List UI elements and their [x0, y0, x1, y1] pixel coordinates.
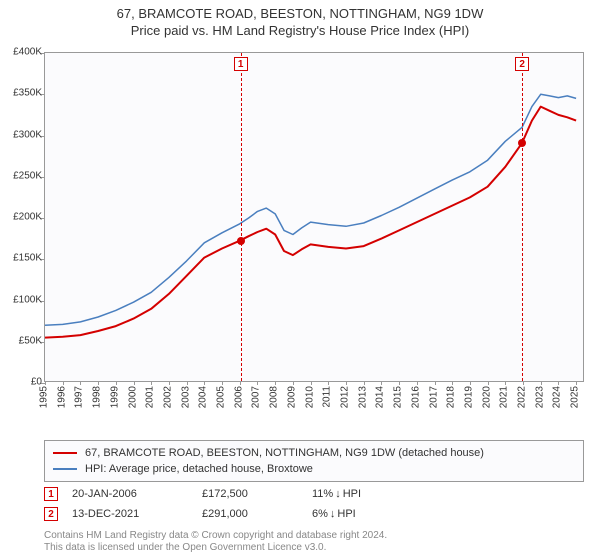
sale-dot-2: [518, 139, 526, 147]
sale-diff-pct-2: 6%: [312, 508, 328, 520]
x-axis-label: 2011: [322, 386, 333, 408]
y-axis-label: £250K: [13, 170, 42, 181]
chart-area: 12 £0£50K£100K£150K£200K£250K£300K£350K£…: [44, 52, 584, 406]
x-axis-label: 2024: [552, 386, 563, 408]
x-axis-label: 2007: [251, 386, 262, 408]
sale-date-2: 13-DEC-2021: [72, 508, 202, 520]
x-axis-label: 1996: [56, 386, 67, 408]
sales-table: 1 20-JAN-2006 £172,500 11% ↓ HPI 2 13-DE…: [44, 484, 584, 524]
x-axis-label: 2010: [304, 386, 315, 408]
sale-marker-2: 2: [44, 507, 58, 521]
legend-item-hpi: HPI: Average price, detached house, Brox…: [53, 461, 575, 477]
y-axis-label: £200K: [13, 212, 42, 223]
sale-marker-2-num: 2: [48, 509, 54, 520]
down-arrow-icon: ↓: [335, 488, 341, 500]
legend-item-property: 67, BRAMCOTE ROAD, BEESTON, NOTTINGHAM, …: [53, 445, 575, 461]
x-axis-label: 2023: [534, 386, 545, 408]
sale-date-1: 20-JAN-2006: [72, 488, 202, 500]
x-axis-label: 2022: [517, 386, 528, 408]
y-axis-label: £400K: [13, 47, 42, 58]
x-axis-label: 2019: [463, 386, 474, 408]
sale-diff-pct-1: 11%: [312, 488, 333, 500]
sale-dot-1: [237, 237, 245, 245]
legend-swatch-property: [53, 452, 77, 454]
x-axis-label: 1998: [92, 386, 103, 408]
x-axis-label: 2001: [145, 386, 156, 408]
y-axis-label: £100K: [13, 294, 42, 305]
sale-row-1: 1 20-JAN-2006 £172,500 11% ↓ HPI: [44, 484, 584, 504]
plot-region: 12: [44, 52, 584, 382]
x-axis-label: 2025: [570, 386, 581, 408]
sale-row-2: 2 13-DEC-2021 £291,000 6% ↓ HPI: [44, 504, 584, 524]
x-axis-label: 2013: [357, 386, 368, 408]
series-hpi: [45, 94, 576, 325]
x-axis-label: 2020: [481, 386, 492, 408]
y-axis-label: £300K: [13, 129, 42, 140]
legend-label-hpi: HPI: Average price, detached house, Brox…: [85, 463, 313, 475]
legend-label-property: 67, BRAMCOTE ROAD, BEESTON, NOTTINGHAM, …: [85, 447, 484, 459]
chart-svg: [45, 53, 585, 383]
y-axis-label: £150K: [13, 253, 42, 264]
title-block: 67, BRAMCOTE ROAD, BEESTON, NOTTINGHAM, …: [0, 0, 600, 38]
x-axis-label: 2012: [339, 386, 350, 408]
y-axis-label: £350K: [13, 88, 42, 99]
sale-diff-ref-2: HPI: [337, 508, 355, 520]
footer: Contains HM Land Registry data © Crown c…: [44, 530, 387, 554]
title-address: 67, BRAMCOTE ROAD, BEESTON, NOTTINGHAM, …: [0, 6, 600, 21]
sale-diff-2: 6% ↓ HPI: [312, 508, 402, 520]
x-axis-label: 2018: [446, 386, 457, 408]
sale-price-1: £172,500: [202, 488, 312, 500]
x-axis-label: 2021: [499, 386, 510, 408]
x-axis-label: 2003: [180, 386, 191, 408]
y-axis-label: £50K: [19, 335, 42, 346]
chart-sale-marker-1: 1: [234, 57, 248, 71]
x-axis-label: 1997: [74, 386, 85, 408]
sale-diff-ref-1: HPI: [343, 488, 361, 500]
footer-line2: This data is licensed under the Open Gov…: [44, 542, 387, 554]
x-axis-label: 2004: [198, 386, 209, 408]
sale-price-2: £291,000: [202, 508, 312, 520]
x-axis-label: 2015: [393, 386, 404, 408]
sale-diff-1: 11% ↓ HPI: [312, 488, 402, 500]
sale-marker-1-num: 1: [48, 489, 54, 500]
x-axis-label: 2000: [127, 386, 138, 408]
x-axis-label: 2002: [162, 386, 173, 408]
x-axis-label: 2014: [375, 386, 386, 408]
chart-sale-marker-2: 2: [515, 57, 529, 71]
legend-swatch-hpi: [53, 468, 77, 470]
x-axis-label: 2016: [410, 386, 421, 408]
x-axis-label: 2005: [216, 386, 227, 408]
legend: 67, BRAMCOTE ROAD, BEESTON, NOTTINGHAM, …: [44, 440, 584, 482]
x-axis-label: 1995: [39, 386, 50, 408]
x-axis-label: 2008: [269, 386, 280, 408]
sale-marker-1: 1: [44, 487, 58, 501]
x-axis-label: 2006: [233, 386, 244, 408]
x-axis-label: 2009: [286, 386, 297, 408]
x-axis-label: 1999: [109, 386, 120, 408]
footer-line1: Contains HM Land Registry data © Crown c…: [44, 530, 387, 542]
chart-container: 67, BRAMCOTE ROAD, BEESTON, NOTTINGHAM, …: [0, 0, 600, 560]
x-axis-label: 2017: [428, 386, 439, 408]
down-arrow-icon: ↓: [330, 508, 336, 520]
title-subtitle: Price paid vs. HM Land Registry's House …: [0, 23, 600, 38]
